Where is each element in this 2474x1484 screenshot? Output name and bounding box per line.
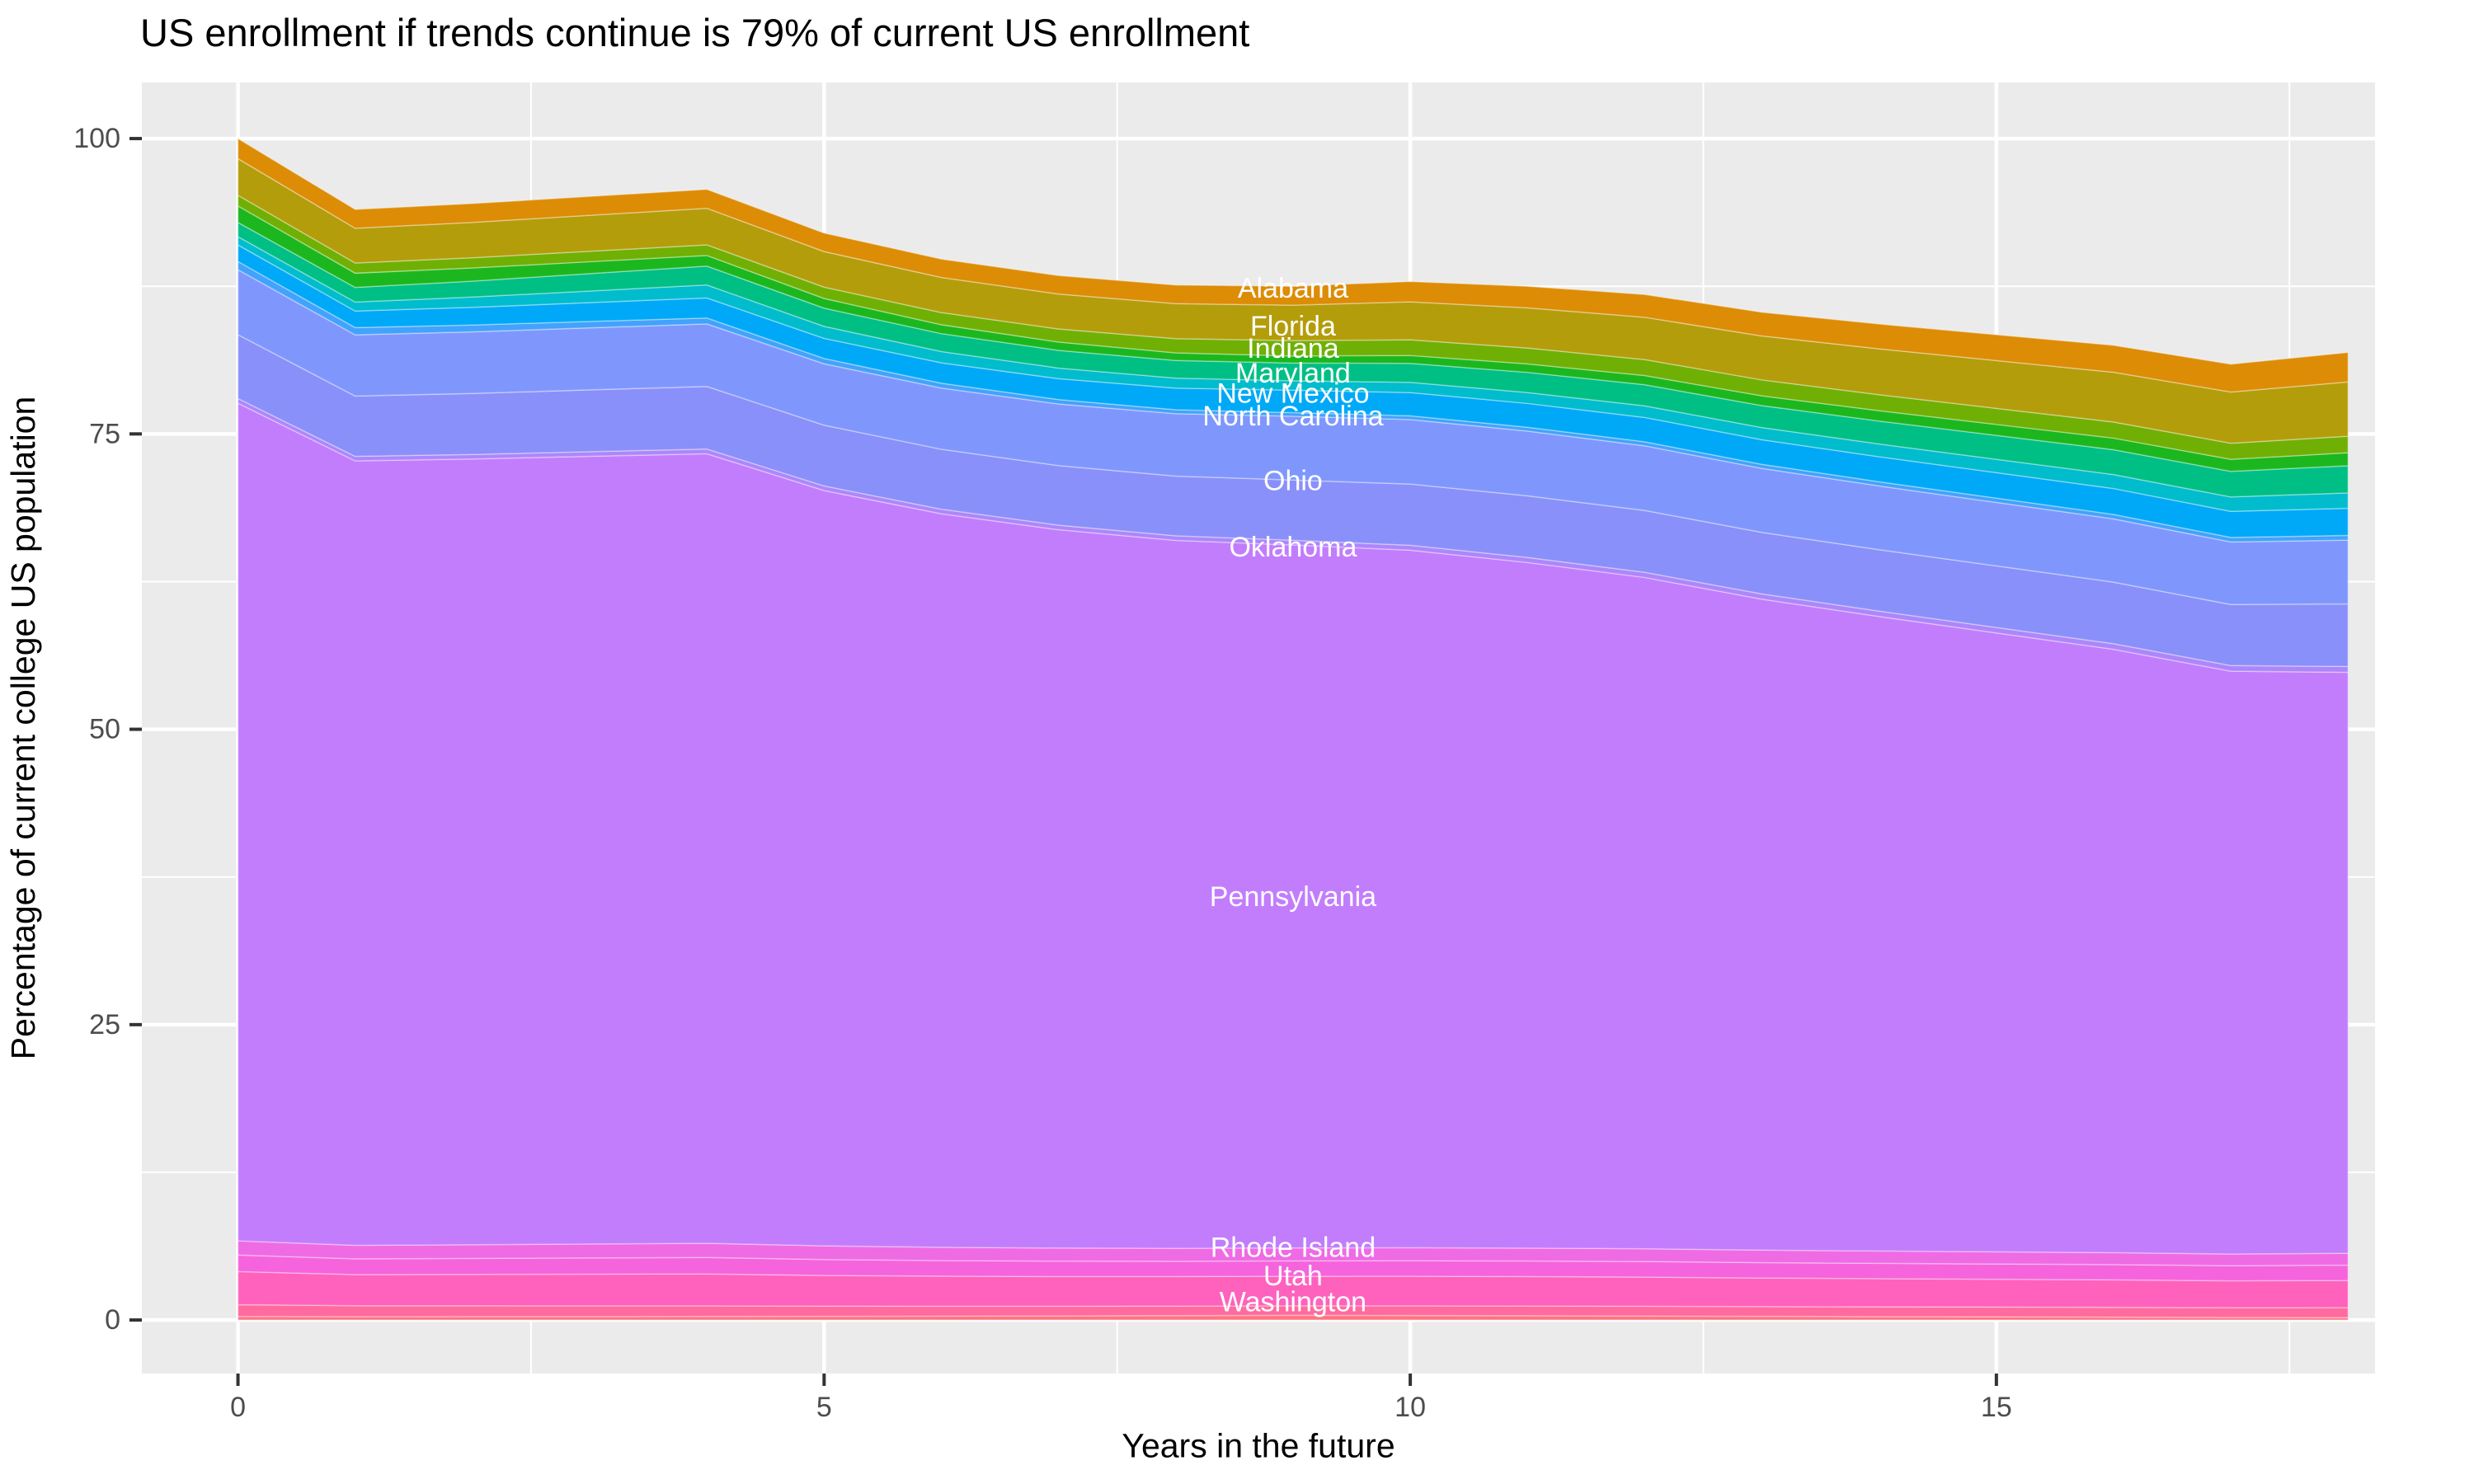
y-tick-label: 25 <box>89 1009 120 1040</box>
x-tick-label: 10 <box>1395 1392 1426 1423</box>
area-band-maryland <box>237 221 2349 498</box>
area-band-utah <box>237 1270 2349 1308</box>
state-label-indiana: Indiana <box>1247 333 1339 364</box>
area-band-north-carolina <box>237 268 2349 605</box>
x-tick-label: 15 <box>1981 1392 2012 1423</box>
area-band-alabama <box>237 137 2349 393</box>
state-label-maryland: Maryland <box>1235 358 1351 389</box>
state-label-alabama: Alabama <box>1238 273 1348 304</box>
area-band-unlabeled-3 <box>237 204 2349 472</box>
y-tick-label: 100 <box>73 123 120 154</box>
state-label-new-mexico: New Mexico <box>1216 378 1369 410</box>
y-tick-label: 50 <box>89 714 120 745</box>
x-tick-label: 5 <box>816 1392 832 1423</box>
state-label-rhode-island: Rhode Island <box>1211 1233 1376 1264</box>
chart-title: US enrollment if trends continue is 79% … <box>140 11 1250 54</box>
y-tick-label: 75 <box>89 418 120 449</box>
state-label-florida: Florida <box>1250 311 1336 342</box>
state-label-oklahoma: Oklahoma <box>1229 532 1357 563</box>
state-label-utah: Utah <box>1263 1261 1323 1292</box>
area-band-new-mexico <box>237 243 2349 538</box>
state-label-pennsylvania: Pennsylvania <box>1210 881 1376 913</box>
state-label-ohio: Ohio <box>1263 466 1323 497</box>
state-label-washington: Washington <box>1220 1287 1366 1318</box>
state-label-north-carolina: North Carolina <box>1202 401 1383 432</box>
x-tick-label: 0 <box>230 1392 246 1423</box>
y-axis-title: Percentage of current college US populat… <box>4 397 42 1060</box>
x-axis-title: Years in the future <box>1122 1427 1395 1465</box>
area-band-washington <box>237 1303 2349 1318</box>
area-band-indiana <box>237 194 2349 460</box>
area-band-pennsylvania <box>237 402 2349 1255</box>
y-tick-label: 0 <box>105 1304 120 1336</box>
